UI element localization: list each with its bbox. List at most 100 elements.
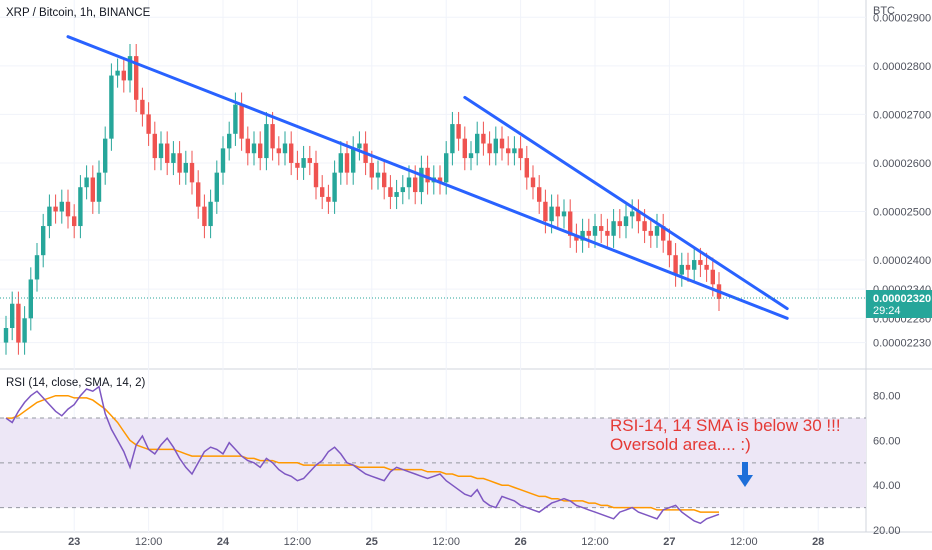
countdown-value: 29:24 [873, 305, 901, 317]
candle-body [692, 260, 697, 270]
price-tick-label: 0.00002600 [873, 158, 931, 170]
candle-body [394, 192, 399, 197]
candle-body [506, 148, 511, 154]
candle-body [673, 255, 678, 275]
candle-body [499, 138, 505, 149]
candle-body [10, 303, 15, 329]
candle-body [295, 162, 300, 168]
candle-body [413, 177, 418, 193]
price-tick-label: 0.00002700 [873, 109, 931, 121]
candle-body [406, 177, 412, 188]
price-tick-label: 0.00002230 [873, 338, 931, 350]
rsi-tick-label: 60.00 [873, 435, 901, 447]
candle-body [444, 153, 449, 183]
arrow-down-icon [737, 462, 753, 487]
candle-body [90, 177, 95, 202]
candle-body [617, 221, 622, 227]
candle-body [375, 172, 381, 178]
time-tick-label: 23 [68, 536, 80, 548]
price-tick-label: 0.00002800 [873, 61, 931, 73]
candle-body [419, 167, 424, 193]
time-tick-label: 12:00 [135, 536, 163, 548]
candle-body [146, 114, 151, 134]
candle-body [41, 226, 46, 256]
candle-body [667, 240, 672, 256]
candle-body [16, 303, 21, 343]
candle-body [183, 162, 188, 173]
trendline-upper [66, 35, 789, 320]
candle-body [202, 206, 207, 227]
candle-body [475, 133, 480, 154]
price-panel-bg [0, 0, 866, 368]
candle-body [208, 201, 213, 227]
candle-body [605, 230, 610, 236]
candle-body [196, 182, 201, 207]
candle-body [214, 172, 219, 202]
candle-body [400, 187, 405, 193]
candle-body [493, 138, 498, 154]
candle-body [109, 75, 114, 139]
candle-body [382, 172, 387, 188]
price-tick-label: 0.00002900 [873, 12, 931, 24]
price-tick-label: 0.00002400 [873, 255, 931, 267]
rsi-tick-label: 80.00 [873, 391, 901, 403]
candle-body [22, 318, 27, 343]
candle-body [592, 226, 598, 236]
candle-body [134, 56, 139, 100]
candle-body [245, 138, 250, 154]
candle-body [177, 153, 182, 173]
candle-body [437, 177, 443, 183]
candle-body [369, 162, 374, 178]
current-price-value: 0.00002320 [873, 293, 931, 305]
candle-body [103, 138, 108, 173]
candle-body [320, 187, 325, 197]
trendlines [66, 35, 789, 320]
candle-body [555, 206, 560, 217]
trendline-wedge [463, 95, 789, 311]
candle-body [698, 260, 703, 265]
candle-body [96, 172, 102, 202]
candle-body [72, 216, 77, 227]
candle-body [586, 230, 591, 236]
candle-body [220, 148, 226, 173]
rsi-tick-label: 40.00 [873, 480, 901, 492]
candle-body [282, 143, 288, 154]
candle-body [357, 143, 362, 149]
candle-body [258, 143, 263, 159]
candle-body [543, 201, 548, 222]
candle-body [654, 226, 660, 236]
candle-body [233, 104, 238, 134]
candle-body [152, 133, 157, 159]
time-tick-label: 12:00 [432, 536, 460, 548]
candle-body [710, 269, 715, 285]
candle-body [84, 177, 89, 188]
rsi-band [0, 417, 866, 509]
candle-body [59, 201, 64, 212]
candle-body [171, 153, 176, 163]
candle-body [487, 143, 492, 154]
candle-body [313, 162, 319, 188]
candle-body [65, 201, 71, 217]
candle-body [468, 153, 474, 159]
candle-body [661, 226, 666, 241]
candle-body [450, 124, 455, 154]
candle-body [344, 153, 350, 173]
time-tick-label: 26 [514, 536, 526, 548]
candle-body [636, 211, 641, 222]
candle-body [549, 206, 554, 222]
candle-body [47, 206, 52, 227]
candle-body [301, 158, 306, 168]
candle-body [611, 221, 616, 236]
candle-body [121, 70, 126, 81]
candle-body [78, 187, 83, 227]
candle-body [462, 138, 467, 159]
rsi-title: RSI (14, close, SMA, 14, 2) [6, 377, 146, 389]
candle-body [307, 158, 312, 163]
candle-body [270, 124, 275, 149]
rsi-series [5, 385, 720, 525]
candle-body [189, 162, 195, 183]
candle-body [512, 148, 517, 154]
candle-body [456, 124, 461, 139]
candle-body [264, 124, 269, 159]
candle-body [158, 143, 164, 159]
